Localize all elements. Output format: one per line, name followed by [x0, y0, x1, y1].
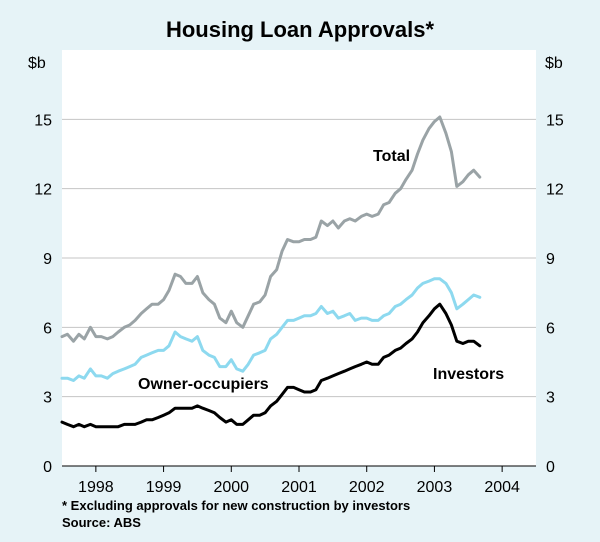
y-tick-left-6: 6	[43, 320, 52, 337]
series-lines	[60, 115, 482, 429]
label-total: Total	[373, 148, 410, 165]
chart-title: Housing Loan Approvals*	[166, 17, 435, 42]
y-tick-left-9: 9	[43, 251, 52, 268]
y-tick-left-0: 0	[43, 459, 52, 476]
series-line-investors	[60, 302, 482, 429]
y-tick-right-15: 15	[546, 112, 564, 129]
series-line-total	[60, 115, 482, 343]
x-tick-label-2002: 2002	[349, 479, 385, 496]
label-owner-occupiers: Owner-occupiers	[138, 376, 269, 393]
x-tick-labels: 1998 1999 2000 2001 2002 2003 2004	[78, 479, 520, 496]
y-tick-left-3: 3	[43, 390, 52, 407]
x-tick-label-2003: 2003	[417, 479, 453, 496]
y-tick-right-12: 12	[546, 182, 564, 199]
y-axis-unit-left: $b	[28, 55, 46, 72]
x-tick-label-2000: 2000	[213, 479, 249, 496]
gridlines	[62, 118, 536, 398]
y-tick-right-9: 9	[546, 251, 555, 268]
y-tick-right-6: 6	[546, 320, 555, 337]
y-tick-right-3: 3	[546, 390, 555, 407]
y-axis-unit-right: $b	[545, 55, 563, 72]
x-axis-ticks	[95, 466, 503, 472]
source-note: Source: ABS	[62, 515, 141, 530]
x-tick-label-1999: 1999	[146, 479, 182, 496]
y-tick-right-0: 0	[546, 459, 555, 476]
y-tick-left-15: 15	[34, 112, 52, 129]
series-line-owner-occupiers	[60, 277, 482, 382]
y-tick-labels-left: 0 3 6 9 12 15	[34, 112, 52, 476]
y-tick-left-12: 12	[34, 182, 52, 199]
x-tick-label-1998: 1998	[78, 479, 114, 496]
x-tick-label-2004: 2004	[484, 479, 520, 496]
footnote: * Excluding approvals for new constructi…	[62, 498, 411, 513]
label-investors: Investors	[433, 366, 504, 383]
x-tick-label-2001: 2001	[281, 479, 317, 496]
y-tick-labels-right: 0 3 6 9 12 15	[546, 112, 564, 476]
